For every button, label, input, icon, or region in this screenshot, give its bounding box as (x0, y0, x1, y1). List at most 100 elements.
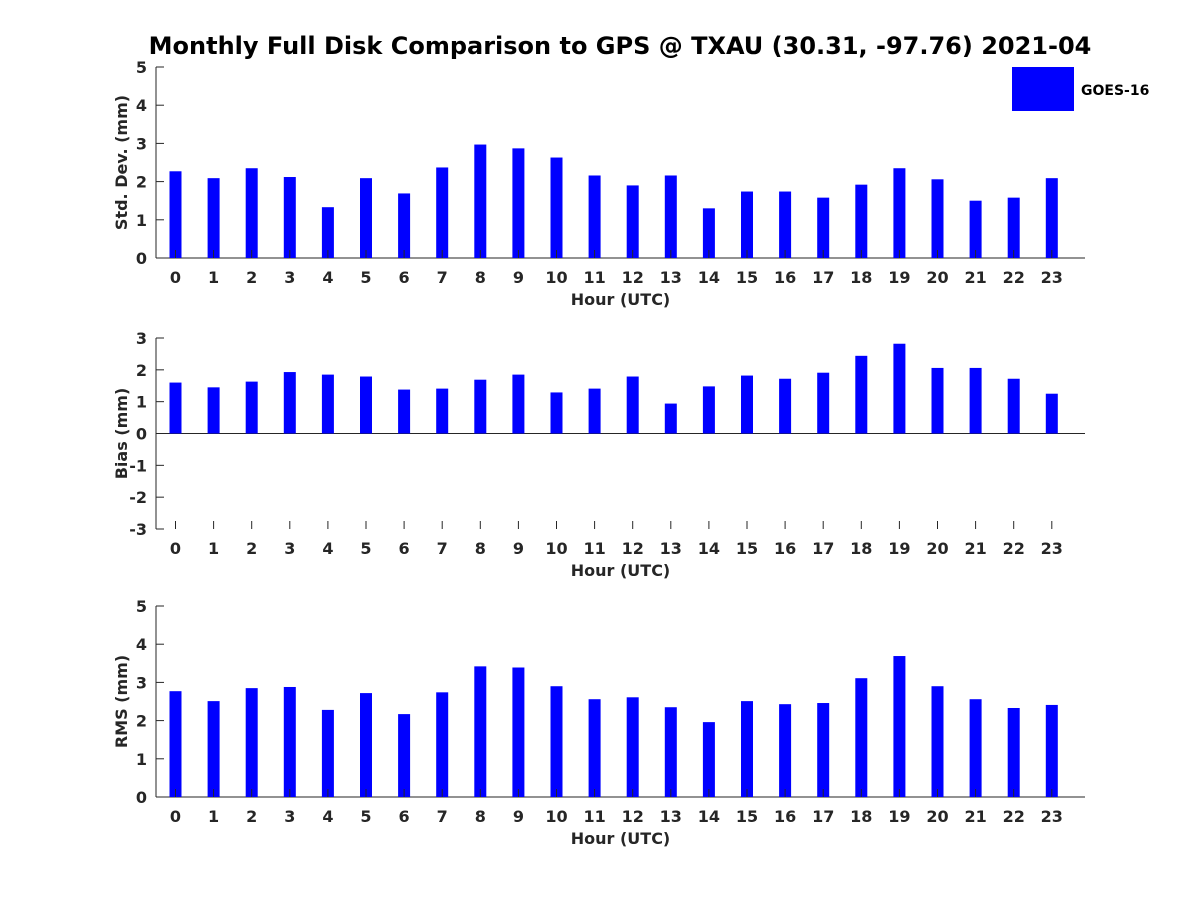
bar-rms-hour-5 (360, 693, 372, 797)
bar-bias-hour-19 (893, 343, 906, 434)
bar-rms-hour-20 (931, 686, 944, 797)
x-tick-label: 14 (698, 539, 720, 558)
x-tick-label: 9 (513, 539, 524, 558)
bar-rms-hour-14 (702, 722, 715, 797)
bar-stddev-hour-2 (245, 168, 258, 258)
bar-rms-hour-10 (550, 686, 563, 797)
x-axis-label: Hour (UTC) (571, 829, 671, 848)
x-tick-label: 1 (208, 807, 219, 826)
x-tick-label: 10 (545, 268, 567, 287)
x-tick-label: 6 (399, 539, 410, 558)
x-tick-label: 1 (208, 539, 219, 558)
y-tick-label: 0 (136, 249, 147, 268)
bar-rms-hour-0 (169, 691, 182, 797)
x-tick-label: 18 (850, 807, 872, 826)
legend-label-goes-16: GOES-16 (1081, 83, 1149, 99)
x-tick-label: 22 (1003, 268, 1025, 287)
x-tick-label: 22 (1003, 539, 1025, 558)
bar-rms-hour-17 (817, 703, 830, 797)
x-tick-label: 0 (170, 539, 181, 558)
x-tick-label: 21 (964, 268, 986, 287)
bar-stddev-hour-20 (931, 179, 944, 258)
bar-bias-hour-11 (588, 388, 601, 434)
bar-stddev-hour-6 (398, 193, 411, 258)
x-axis-label: Hour (UTC) (571, 561, 671, 580)
bar-stddev-hour-15 (741, 191, 753, 258)
x-tick-label: 16 (774, 539, 796, 558)
x-tick-label: 3 (284, 807, 295, 826)
y-tick-label: -3 (129, 520, 147, 539)
bar-bias-hour-6 (398, 389, 411, 434)
bar-bias-hour-2 (245, 381, 258, 434)
x-tick-label: 0 (170, 807, 181, 826)
x-tick-label: 23 (1041, 539, 1063, 558)
bar-rms-hour-18 (855, 678, 868, 797)
y-axis-label: Bias (mm) (112, 388, 131, 480)
bar-bias-hour-8 (474, 379, 487, 434)
bar-stddev-hour-21 (969, 200, 982, 258)
bar-bias-hour-4 (321, 374, 334, 434)
x-tick-label: 17 (812, 539, 834, 558)
bar-rms-hour-19 (893, 656, 906, 797)
bar-rms-hour-9 (512, 667, 525, 797)
x-tick-label: 23 (1041, 268, 1063, 287)
y-tick-label: 5 (136, 58, 147, 77)
y-tick-label: 1 (136, 393, 147, 412)
bar-bias-hour-9 (512, 374, 525, 434)
x-tick-label: 14 (698, 807, 720, 826)
bar-stddev-hour-16 (779, 191, 792, 258)
bar-stddev-hour-19 (893, 168, 906, 258)
x-tick-label: 11 (583, 539, 605, 558)
x-tick-label: 20 (926, 539, 948, 558)
x-tick-label: 2 (246, 268, 257, 287)
bar-stddev-hour-14 (702, 208, 715, 258)
x-tick-label: 15 (736, 807, 758, 826)
x-tick-label: 10 (545, 539, 567, 558)
x-tick-label: 8 (475, 539, 486, 558)
y-tick-label: 1 (136, 750, 147, 769)
x-tick-label: 5 (360, 807, 371, 826)
x-tick-label: 15 (736, 539, 758, 558)
bar-stddev-hour-0 (169, 171, 182, 258)
x-tick-label: 1 (208, 268, 219, 287)
x-tick-label: 0 (170, 268, 181, 287)
x-tick-label: 3 (284, 268, 295, 287)
bar-stddev-hour-22 (1007, 197, 1020, 258)
x-tick-label: 22 (1003, 807, 1025, 826)
bar-bias-hour-1 (207, 387, 220, 434)
bar-bias-hour-18 (855, 355, 868, 434)
bar-rms-hour-2 (245, 688, 258, 797)
bar-rms-hour-22 (1007, 707, 1020, 797)
x-tick-label: 11 (583, 807, 605, 826)
x-tick-label: 9 (513, 807, 524, 826)
x-tick-label: 12 (622, 539, 644, 558)
bar-rms-hour-11 (588, 699, 601, 797)
x-tick-label: 14 (698, 268, 720, 287)
bar-rms-hour-6 (398, 714, 411, 797)
bar-bias-hour-21 (969, 367, 982, 434)
x-tick-label: 12 (622, 268, 644, 287)
bar-bias-hour-20 (931, 367, 944, 434)
y-tick-label: 4 (136, 635, 147, 654)
bar-stddev-hour-23 (1045, 178, 1058, 258)
x-tick-label: 2 (246, 807, 257, 826)
x-tick-label: 7 (437, 807, 448, 826)
bar-stddev-hour-8 (474, 144, 487, 258)
x-tick-label: 16 (774, 807, 796, 826)
x-tick-label: 19 (888, 807, 910, 826)
bar-bias-hour-23 (1045, 393, 1058, 434)
bar-bias-hour-12 (626, 376, 639, 434)
x-tick-label: 21 (964, 539, 986, 558)
x-tick-label: 8 (475, 807, 486, 826)
y-tick-label: -2 (129, 488, 147, 507)
bar-stddev-hour-1 (207, 178, 220, 258)
y-tick-label: 2 (136, 173, 147, 192)
bar-bias-hour-5 (360, 376, 372, 434)
x-tick-label: 15 (736, 268, 758, 287)
bar-stddev-hour-7 (436, 167, 449, 258)
x-tick-label: 18 (850, 268, 872, 287)
y-tick-label: 3 (136, 673, 147, 692)
x-tick-label: 4 (322, 539, 333, 558)
